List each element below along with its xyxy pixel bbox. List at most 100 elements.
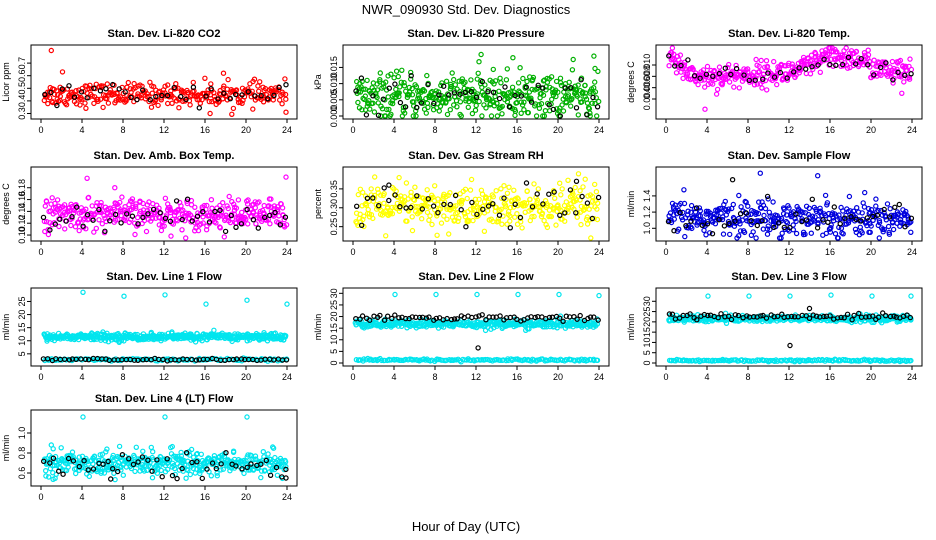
data-point: [507, 218, 513, 224]
data-point: [272, 209, 278, 216]
y-tick-label: 0.7: [17, 57, 27, 70]
data-point: [162, 215, 169, 221]
data-point: [549, 96, 555, 103]
data-point: [184, 196, 191, 202]
data-point: [208, 81, 214, 87]
data-point: [358, 75, 365, 81]
data-point: [807, 71, 814, 77]
data-point: [78, 89, 85, 95]
data-point: [767, 226, 773, 233]
data-point: [753, 56, 759, 63]
data-point: [408, 69, 414, 76]
data-point: [68, 222, 74, 229]
data-point: [244, 206, 250, 213]
y-tick-label: 10: [17, 336, 27, 346]
outlier-point: [757, 170, 764, 176]
outlier-point: [573, 178, 580, 184]
data-point: [217, 225, 223, 231]
outlier-point: [162, 292, 168, 298]
data-point: [414, 104, 420, 111]
outlier-point: [283, 109, 289, 115]
x-tick-label: 20: [241, 372, 251, 382]
data-point: [710, 73, 716, 80]
data-point: [183, 475, 189, 481]
data-point: [474, 204, 481, 210]
data-point: [553, 93, 559, 100]
data-point: [426, 217, 432, 223]
data-point: [244, 221, 251, 227]
y-tick-label: 0.4: [17, 95, 27, 108]
x-tick-label: 20: [866, 247, 876, 257]
data-point: [109, 81, 116, 88]
data-point: [253, 221, 259, 227]
data-point: [501, 195, 507, 201]
x-tick-label: 20: [553, 372, 563, 382]
data-point: [756, 199, 762, 205]
data-point: [364, 195, 371, 201]
data-point: [116, 443, 123, 450]
series-2: [40, 196, 289, 235]
outlier-point: [866, 229, 872, 235]
data-point: [409, 214, 415, 220]
data-point: [103, 92, 109, 99]
data-point: [512, 108, 519, 114]
outlier-point: [475, 345, 481, 351]
data-point: [176, 104, 182, 111]
data-point: [680, 209, 686, 216]
data-point: [149, 449, 156, 455]
data-point: [885, 223, 892, 230]
plot-frame: [655, 287, 923, 367]
data-point: [114, 90, 120, 96]
data-point: [441, 213, 447, 219]
data-point: [444, 216, 450, 222]
data-point: [230, 201, 237, 207]
data-point: [61, 202, 68, 208]
data-point: [827, 61, 833, 68]
data-point: [47, 208, 54, 214]
data-point: [693, 205, 700, 211]
data-point: [684, 71, 691, 77]
data-point: [54, 197, 61, 203]
data-point: [582, 82, 588, 89]
data-point: [128, 94, 134, 101]
data-point: [580, 184, 586, 190]
data-point: [873, 196, 879, 202]
data-point: [222, 228, 229, 235]
data-point: [459, 197, 465, 204]
data-point: [366, 97, 372, 104]
data-point: [385, 94, 391, 100]
y-tick-label: 10: [642, 337, 652, 347]
data-point: [423, 95, 429, 102]
y-tick-label: 0.35: [329, 180, 339, 198]
data-point: [100, 83, 106, 89]
data-point: [134, 214, 141, 221]
data-point: [533, 113, 540, 119]
data-point: [865, 47, 871, 53]
panel-title: Stan. Dev. Line 4 (LT) Flow: [95, 393, 234, 405]
data-point: [489, 98, 496, 104]
y-tick-label: 0.16: [17, 191, 27, 209]
data-point: [204, 202, 210, 209]
data-point: [169, 100, 175, 107]
data-point: [678, 62, 684, 69]
x-tick-label: 8: [120, 247, 125, 257]
data-point: [282, 91, 289, 98]
data-point: [452, 82, 458, 88]
data-point: [116, 86, 122, 92]
data-point: [594, 206, 600, 212]
data-point: [167, 218, 174, 224]
data-point: [243, 216, 249, 222]
data-point: [455, 218, 461, 224]
data-point: [535, 186, 542, 192]
data-point: [518, 110, 524, 117]
data-point: [361, 213, 367, 219]
data-point: [685, 57, 691, 63]
data-point: [569, 67, 576, 73]
data-point: [392, 192, 398, 198]
data-point: [280, 91, 286, 97]
data-point: [764, 231, 771, 237]
data-point: [194, 213, 201, 219]
data-point: [881, 206, 887, 213]
figure-title: NWR_090930 Std. Dev. Diagnostics: [362, 2, 571, 17]
data-point: [456, 215, 462, 221]
